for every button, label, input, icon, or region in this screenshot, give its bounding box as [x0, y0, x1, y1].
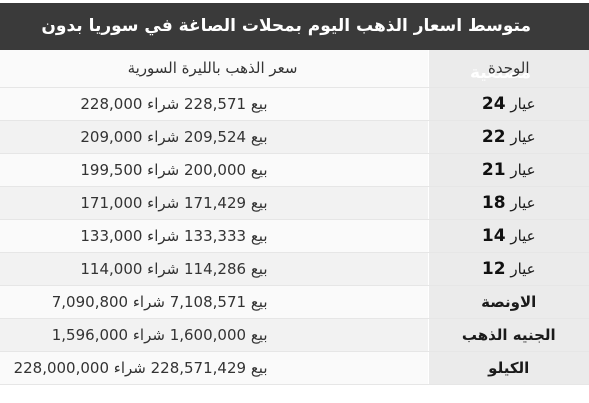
unit-word: عيار	[510, 193, 536, 212]
unit-cell: عيار 18	[427, 186, 589, 220]
unit-name-gold-pound: الجنيه الذهب	[427, 318, 589, 352]
price-cell: بيع 133,333 شراء 133,000	[0, 219, 428, 253]
table-header-row: الوحدة سعر الذهب بالليرة السورية	[0, 50, 589, 88]
table-row: عيار 21 بيع 200,000 شراء 199,500	[0, 153, 589, 187]
table-row: عيار 24 بيع 228,571 شراء 228,000	[0, 87, 589, 121]
unit-name-ounce: الاونصة	[427, 285, 589, 319]
unit-karat: 14	[481, 225, 506, 246]
unit-karat: 22	[481, 126, 506, 147]
price-cell: بيع 200,000 شراء 199,500	[0, 153, 428, 187]
price-cell: بيع 228,571,429 شراء 228,000,000	[0, 351, 428, 385]
unit-karat: 24	[481, 93, 506, 114]
unit-karat: 18	[481, 192, 506, 213]
price-cell: بيع 209,524 شراء 209,000	[0, 120, 428, 154]
price-cell: بيع 171,429 شراء 171,000	[0, 186, 428, 220]
unit-karat: 12	[481, 258, 506, 279]
unit-karat: 21	[481, 159, 506, 180]
table-title: متوسط اسعار الذهب اليوم بمحلات الصاغة في…	[0, 3, 589, 83]
unit-word: عيار	[510, 127, 536, 146]
table-row: عيار 12 بيع 114,286 شراء 114,000	[0, 252, 589, 286]
table-row: الجنيه الذهب بيع 1,600,000 شراء 1,596,00…	[0, 318, 589, 352]
unit-word: عيار	[510, 259, 536, 278]
price-cell: بيع 228,571 شراء 228,000	[0, 87, 428, 121]
unit-cell: عيار 22	[427, 120, 589, 154]
price-cell: بيع 114,286 شراء 114,000	[0, 252, 428, 286]
unit-cell: عيار 21	[427, 153, 589, 187]
header-unit: الوحدة	[427, 50, 589, 88]
table-row: عيار 18 بيع 171,429 شراء 171,000	[0, 186, 589, 220]
unit-cell: عيار 14	[427, 219, 589, 253]
header-price: سعر الذهب بالليرة السورية	[0, 50, 428, 88]
unit-name-kilo: الكيلو	[427, 351, 589, 385]
table-row: الكيلو بيع 228,571,429 شراء 228,000,000	[0, 351, 589, 385]
unit-cell: عيار 12	[427, 252, 589, 286]
unit-word: عيار	[510, 160, 536, 179]
price-cell: بيع 7,108,571 شراء 7,090,800	[0, 285, 428, 319]
unit-cell: عيار 24	[427, 87, 589, 121]
price-cell: بيع 1,600,000 شراء 1,596,000	[0, 318, 428, 352]
table-row: عيار 14 بيع 133,333 شراء 133,000	[0, 219, 589, 253]
unit-word: عيار	[510, 94, 536, 113]
unit-word: عيار	[510, 226, 536, 245]
table-row: الاونصة بيع 7,108,571 شراء 7,090,800	[0, 285, 589, 319]
table-row: عيار 22 بيع 209,524 شراء 209,000	[0, 120, 589, 154]
gold-prices-table: الوحدة سعر الذهب بالليرة السورية عيار 24…	[0, 50, 589, 385]
